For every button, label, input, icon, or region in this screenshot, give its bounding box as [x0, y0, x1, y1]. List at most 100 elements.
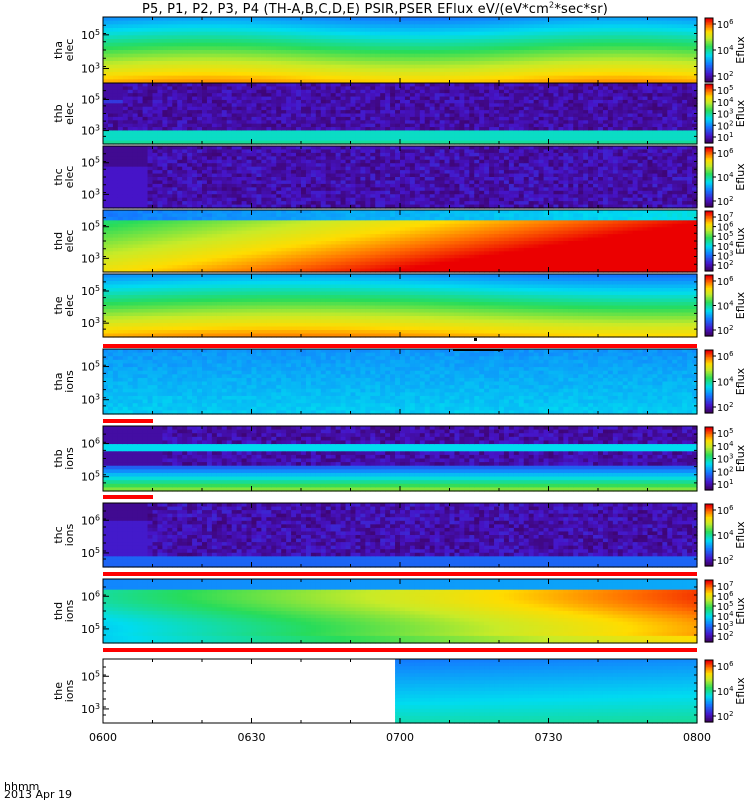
- heat-cell: [603, 54, 609, 58]
- heat-cell: [157, 174, 163, 178]
- heat-cell: [227, 180, 233, 184]
- heat-cell: [162, 167, 168, 171]
- heat-cell: [395, 46, 401, 50]
- heat-cell: [504, 32, 510, 36]
- heat-cell: [192, 24, 198, 28]
- heat-cell: [583, 28, 589, 32]
- heat-cell: [430, 32, 436, 36]
- heat-cell: [479, 54, 485, 58]
- heat-cell: [118, 35, 124, 39]
- heat-cell: [494, 57, 500, 61]
- heat-cell: [113, 191, 119, 195]
- heat-cell: [306, 21, 312, 25]
- heat-cell: [672, 54, 678, 58]
- heat-cell: [143, 50, 149, 54]
- heat-cell: [346, 24, 352, 28]
- heat-cell: [445, 76, 451, 80]
- heat-cell: [222, 68, 228, 72]
- heat-cell: [143, 149, 149, 153]
- heat-cell: [425, 17, 431, 21]
- heat-cell: [613, 76, 619, 80]
- heat-cell: [113, 21, 119, 25]
- heat-cell: [172, 68, 178, 72]
- heat-cell: [484, 50, 490, 54]
- heat-cell: [118, 65, 124, 69]
- heat-cell: [563, 50, 569, 54]
- heat-cell: [514, 32, 520, 36]
- heat-cell: [217, 153, 223, 157]
- heat-cell: [667, 32, 673, 36]
- heat-cell: [618, 24, 624, 28]
- heat-cell: [162, 65, 168, 69]
- heat-cell: [672, 72, 678, 76]
- heat-cell: [657, 54, 663, 58]
- heat-cell: [534, 28, 540, 32]
- heat-cell: [103, 146, 109, 150]
- heat-cell: [445, 72, 451, 76]
- heat-cell: [212, 54, 218, 58]
- heat-cell: [489, 54, 495, 58]
- heat-cell: [667, 21, 673, 25]
- heat-cell: [613, 43, 619, 47]
- heat-cell: [558, 76, 564, 80]
- heat-cell: [266, 72, 272, 76]
- heat-cell: [157, 153, 163, 157]
- heat-cell: [682, 24, 688, 28]
- heat-cell: [123, 35, 129, 39]
- heat-cell: [153, 180, 159, 184]
- heat-cell: [360, 76, 366, 80]
- heat-cell: [252, 65, 258, 69]
- heat-cell: [123, 32, 129, 36]
- heat-cell: [534, 65, 540, 69]
- heat-cell: [157, 57, 163, 61]
- heat-cell: [207, 35, 213, 39]
- heat-cell: [415, 39, 421, 43]
- heat-cell: [192, 146, 198, 150]
- heat-cell: [118, 174, 124, 178]
- heat-cell: [157, 17, 163, 21]
- heat-cell: [266, 65, 272, 69]
- heat-cell: [682, 54, 688, 58]
- heat-cell: [390, 21, 396, 25]
- heat-cell: [207, 163, 213, 167]
- heat-cell: [157, 201, 163, 205]
- heat-cell: [217, 167, 223, 171]
- heat-cell: [222, 201, 228, 205]
- heat-cell: [563, 24, 569, 28]
- heat-cell: [390, 32, 396, 36]
- heat-cell: [197, 28, 203, 32]
- heat-cell: [123, 156, 129, 160]
- heat-cell: [405, 32, 411, 36]
- heat-cell: [445, 35, 451, 39]
- heat-cell: [133, 167, 139, 171]
- heat-cell: [583, 24, 589, 28]
- heat-cell: [103, 61, 109, 65]
- heat-cell: [459, 61, 465, 65]
- heat-cell: [459, 17, 465, 21]
- heat-cell: [316, 76, 322, 80]
- heat-cell: [207, 156, 213, 160]
- heat-cell: [672, 61, 678, 65]
- heat-cell: [484, 68, 490, 72]
- heat-cell: [118, 43, 124, 47]
- heat-cell: [172, 50, 178, 54]
- heat-cell: [227, 17, 233, 21]
- heat-cell: [351, 57, 357, 61]
- heat-cell: [385, 35, 391, 39]
- heat-cell: [360, 28, 366, 32]
- heat-cell: [123, 198, 129, 202]
- heat-cell: [395, 39, 401, 43]
- heat-cell: [247, 32, 253, 36]
- heat-cell: [301, 39, 307, 43]
- heat-cell: [667, 17, 673, 21]
- heat-cell: [232, 46, 238, 50]
- heat-cell: [524, 43, 530, 47]
- heat-cell: [657, 65, 663, 69]
- heat-cell: [355, 46, 361, 50]
- heat-cell: [108, 17, 114, 21]
- heat-cell: [469, 24, 475, 28]
- heat-cell: [172, 24, 178, 28]
- heat-cell: [494, 35, 500, 39]
- heat-cell: [133, 17, 139, 21]
- heat-cell: [578, 28, 584, 32]
